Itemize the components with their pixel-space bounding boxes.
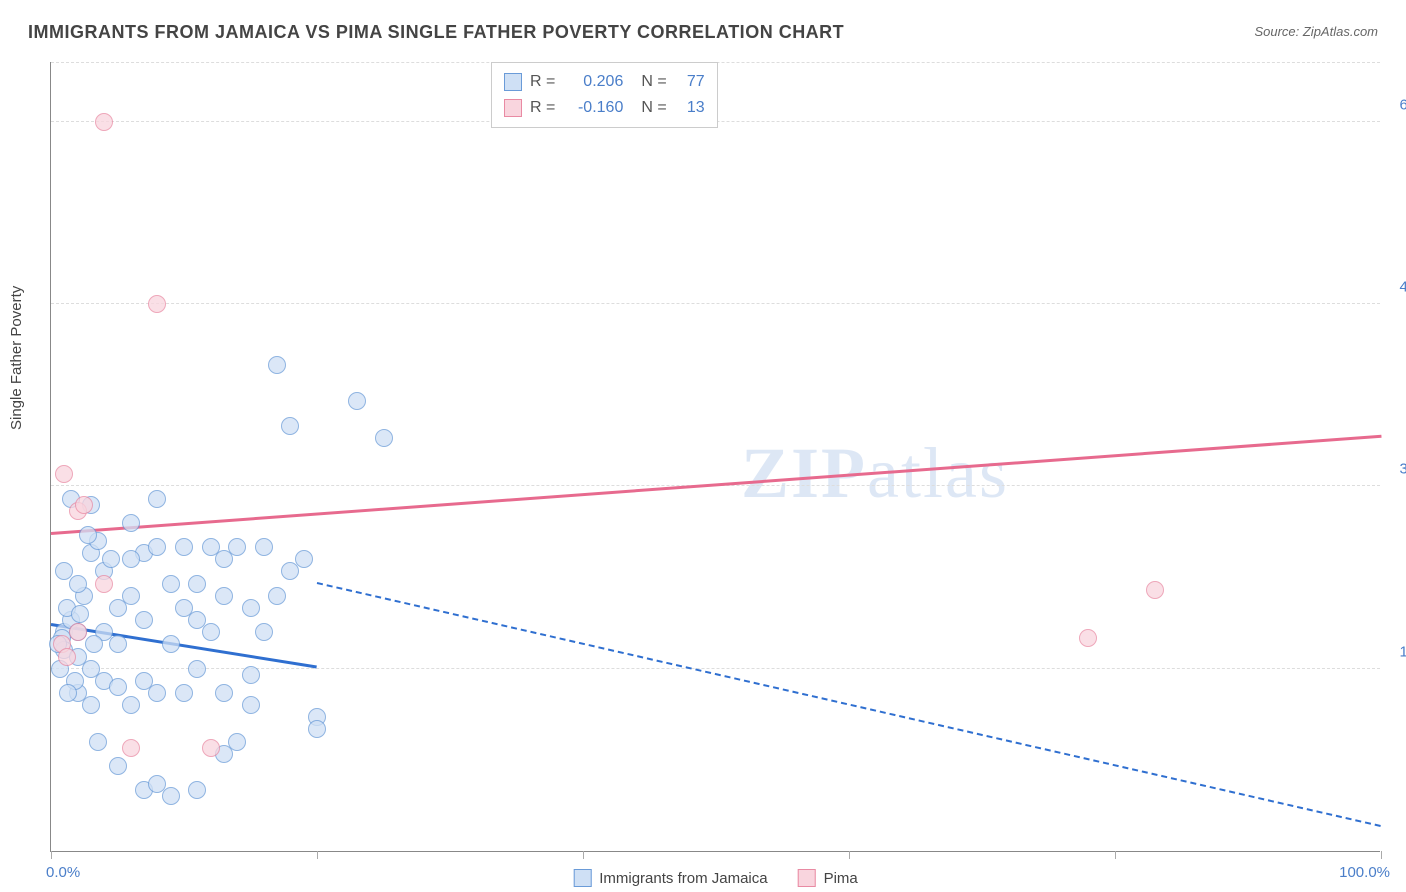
chart-plot-area: ZIPatlas 15.0%30.0%45.0%60.0%0.0%100.0%R… xyxy=(50,62,1380,852)
scatter-point xyxy=(75,496,93,514)
scatter-point xyxy=(268,587,286,605)
legend-swatch xyxy=(504,73,522,91)
legend-swatch xyxy=(573,869,591,887)
x-tick-mark xyxy=(1115,851,1116,859)
scatter-point xyxy=(255,538,273,556)
scatter-point xyxy=(71,605,89,623)
stat-label: R = xyxy=(530,99,555,117)
scatter-point xyxy=(175,538,193,556)
scatter-point xyxy=(85,635,103,653)
series-legend: Immigrants from Jamaica Pima xyxy=(573,869,858,887)
scatter-point xyxy=(255,623,273,641)
scatter-point xyxy=(281,417,299,435)
trend-line xyxy=(317,582,1381,827)
scatter-point xyxy=(215,587,233,605)
scatter-point xyxy=(69,623,87,641)
scatter-point xyxy=(95,575,113,593)
scatter-point xyxy=(135,611,153,629)
scatter-point xyxy=(148,684,166,702)
legend-item: Immigrants from Jamaica xyxy=(573,869,767,887)
y-axis-label: Single Father Poverty xyxy=(8,286,25,430)
scatter-point xyxy=(308,720,326,738)
scatter-point xyxy=(109,757,127,775)
stat-n-value: 13 xyxy=(675,99,705,117)
legend-label: Pima xyxy=(824,870,858,887)
scatter-point xyxy=(148,538,166,556)
x-tick-label: 100.0% xyxy=(1339,864,1390,881)
chart-header: IMMIGRANTS FROM JAMAICA VS PIMA SINGLE F… xyxy=(28,22,1378,52)
x-tick-mark xyxy=(317,851,318,859)
scatter-point xyxy=(69,575,87,593)
y-tick-label: 45.0% xyxy=(1399,279,1406,296)
scatter-point xyxy=(1079,629,1097,647)
scatter-point xyxy=(188,781,206,799)
scatter-point xyxy=(102,550,120,568)
stats-row: R = -0.160 N = 13 xyxy=(504,95,705,121)
scatter-point xyxy=(188,611,206,629)
stat-r-value: -0.160 xyxy=(563,99,623,117)
scatter-point xyxy=(109,678,127,696)
scatter-point xyxy=(122,587,140,605)
x-tick-mark xyxy=(51,851,52,859)
scatter-point xyxy=(109,635,127,653)
scatter-point xyxy=(122,696,140,714)
legend-label: Immigrants from Jamaica xyxy=(599,870,767,887)
stat-label: R = xyxy=(530,73,555,91)
correlation-stats-box: R = 0.206 N = 77 R = -0.160 N = 13 xyxy=(491,62,718,128)
legend-item: Pima xyxy=(798,869,858,887)
stat-label: N = xyxy=(641,99,666,117)
scatter-point xyxy=(268,356,286,374)
stat-r-value: 0.206 xyxy=(563,73,623,91)
y-tick-label: 60.0% xyxy=(1399,96,1406,113)
scatter-point xyxy=(188,575,206,593)
scatter-point xyxy=(58,648,76,666)
gridline-h xyxy=(51,303,1380,304)
y-tick-label: 30.0% xyxy=(1399,461,1406,478)
legend-swatch xyxy=(798,869,816,887)
scatter-point xyxy=(215,684,233,702)
x-tick-label: 0.0% xyxy=(46,864,80,881)
scatter-point xyxy=(202,623,220,641)
legend-swatch xyxy=(504,99,522,117)
x-tick-mark xyxy=(1381,851,1382,859)
scatter-point xyxy=(162,635,180,653)
chart-title: IMMIGRANTS FROM JAMAICA VS PIMA SINGLE F… xyxy=(28,22,1378,43)
scatter-point xyxy=(348,392,366,410)
scatter-point xyxy=(375,429,393,447)
scatter-point xyxy=(215,550,233,568)
scatter-point xyxy=(55,562,73,580)
stat-label: N = xyxy=(641,73,666,91)
stats-row: R = 0.206 N = 77 xyxy=(504,69,705,95)
scatter-point xyxy=(175,684,193,702)
scatter-point xyxy=(82,696,100,714)
scatter-point xyxy=(89,733,107,751)
scatter-point xyxy=(79,526,97,544)
scatter-point xyxy=(202,739,220,757)
scatter-point xyxy=(242,696,260,714)
scatter-point xyxy=(55,465,73,483)
scatter-point xyxy=(148,295,166,313)
scatter-point xyxy=(162,787,180,805)
scatter-point xyxy=(59,684,77,702)
scatter-point xyxy=(148,490,166,508)
scatter-point xyxy=(1146,581,1164,599)
scatter-point xyxy=(281,562,299,580)
scatter-point xyxy=(122,739,140,757)
scatter-point xyxy=(122,550,140,568)
scatter-point xyxy=(242,599,260,617)
source-attribution: Source: ZipAtlas.com xyxy=(1254,24,1378,39)
scatter-point xyxy=(188,660,206,678)
scatter-point xyxy=(162,575,180,593)
scatter-point xyxy=(122,514,140,532)
scatter-point xyxy=(242,666,260,684)
x-tick-mark xyxy=(849,851,850,859)
x-tick-mark xyxy=(583,851,584,859)
scatter-point xyxy=(95,113,113,131)
stat-n-value: 77 xyxy=(675,73,705,91)
y-tick-label: 15.0% xyxy=(1399,643,1406,660)
